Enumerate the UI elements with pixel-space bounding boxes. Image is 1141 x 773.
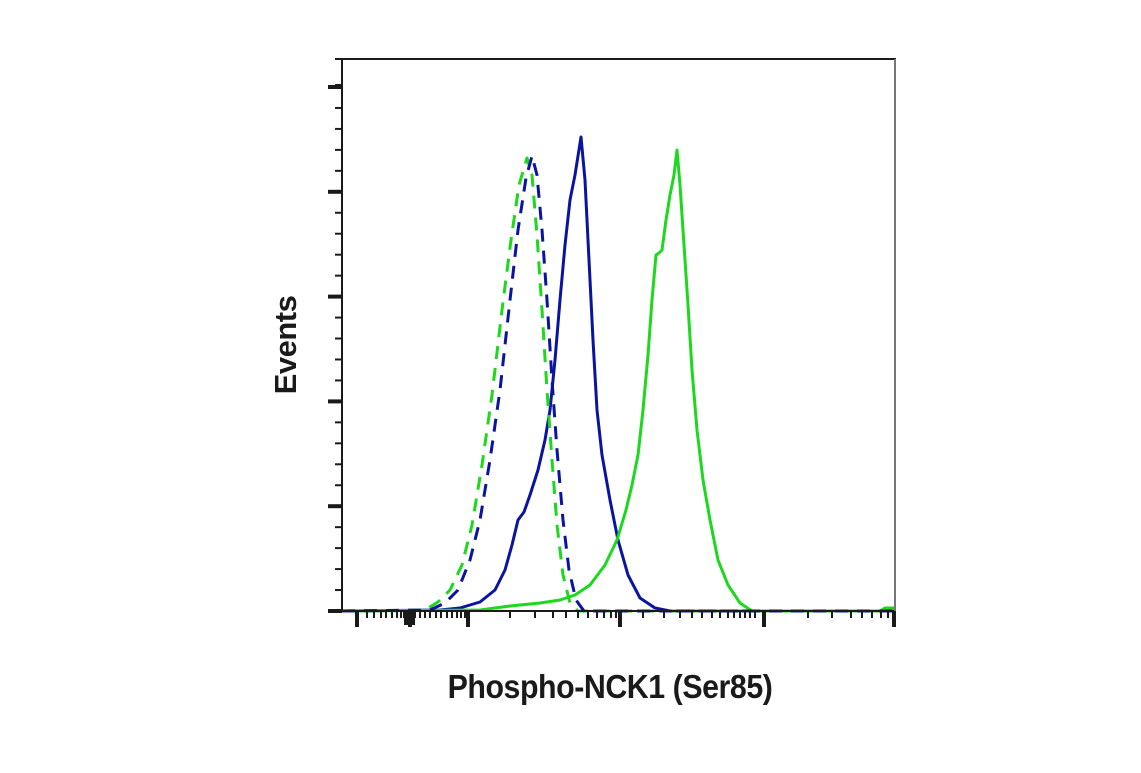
x-axis-label: Phospho-NCK1 (Ser85)	[447, 668, 773, 705]
histogram-line	[341, 156, 895, 613]
histogram-line	[341, 148, 895, 613]
histogram-curves	[341, 135, 895, 613]
histogram-line	[341, 154, 895, 613]
y-axis-label: Events	[268, 295, 303, 395]
axes-frame	[341, 58, 896, 612]
y-axis-ticks	[328, 58, 342, 613]
x-axis-ticks	[355, 611, 896, 627]
